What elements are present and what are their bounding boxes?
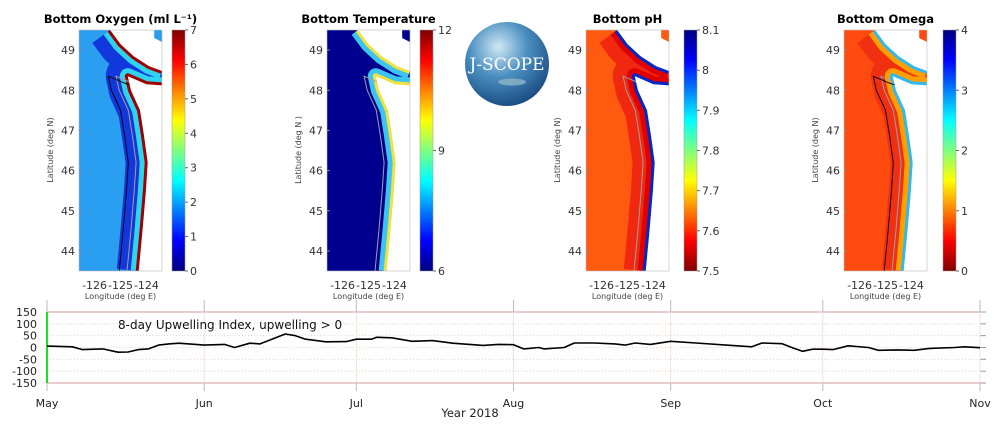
lat-tick-label: 44 xyxy=(61,245,75,258)
map-area xyxy=(327,30,410,271)
map-panel-1: Bottom Oxygen (ml L⁻¹)444546474849-126-1… xyxy=(44,12,197,301)
lon-tick-label: -124 xyxy=(641,279,666,292)
colorbar-tick-label: 0 xyxy=(190,265,197,278)
lat-tick-label: 44 xyxy=(568,245,582,258)
x-tick-label: Sep xyxy=(660,397,681,410)
colorbar-tick-label: 1 xyxy=(190,231,197,244)
lat-tick-label: 49 xyxy=(61,44,75,57)
lon-tick-label: -126 xyxy=(330,279,355,292)
colorbar-tick-label: 7.5 xyxy=(702,265,720,278)
map-xlabel: Longitude (deg E) xyxy=(85,292,156,301)
lat-tick-label: 44 xyxy=(309,245,323,258)
timeseries-title: 8-day Upwelling Index, upwelling > 0 xyxy=(118,318,342,332)
lat-tick-label: 47 xyxy=(309,124,323,137)
colorbar xyxy=(172,30,185,271)
map-title: Bottom Oxygen (ml L⁻¹) xyxy=(44,12,197,26)
lon-tick-label: -125 xyxy=(356,279,381,292)
colorbar xyxy=(684,30,697,271)
lon-tick-label: -125 xyxy=(873,279,898,292)
map-ylabel: Latitude (deg N) xyxy=(553,117,562,182)
colorbar xyxy=(420,30,433,271)
colorbar-tick-label: 7.8 xyxy=(702,145,720,158)
x-tick-label: May xyxy=(36,397,59,410)
lat-tick-label: 45 xyxy=(826,205,840,218)
colorbar-tick-label: 4 xyxy=(961,24,968,37)
x-tick-label: Jun xyxy=(195,397,213,410)
colorbar xyxy=(943,30,956,271)
colorbar-tick-label: 12 xyxy=(438,24,452,37)
lat-tick-label: 47 xyxy=(826,124,840,137)
lon-tick-label: -124 xyxy=(382,279,407,292)
map-ylabel: Latitude (deg N) xyxy=(811,117,820,182)
lat-tick-label: 49 xyxy=(826,44,840,57)
colorbar-tick-label: 3 xyxy=(190,162,197,175)
lat-tick-label: 45 xyxy=(61,205,75,218)
colorbar-tick-label: 2 xyxy=(961,145,968,158)
lon-tick-label: -126 xyxy=(589,279,614,292)
lat-tick-label: 49 xyxy=(568,44,582,57)
lat-tick-label: 47 xyxy=(568,124,582,137)
lat-tick-label: 46 xyxy=(568,165,582,178)
lon-tick-label: -126 xyxy=(847,279,872,292)
lon-tick-label: -125 xyxy=(108,279,133,292)
x-tick-label: Oct xyxy=(813,397,833,410)
y-tick-label: -150 xyxy=(12,377,37,390)
colorbar-tick-label: 8.1 xyxy=(702,24,720,37)
colorbar-tick-label: 7.9 xyxy=(702,104,720,117)
colorbar-tick-label: 1 xyxy=(961,205,968,218)
lat-tick-label: 48 xyxy=(826,84,840,97)
lon-tick-label: -126 xyxy=(82,279,107,292)
colorbar-tick-label: 8 xyxy=(702,64,709,77)
map-ylabel: Latitude (deg N) xyxy=(46,117,55,182)
map-panel-2: Bottom Temperature 44 45 46 47 48 49 -126-125-1… xyxy=(294,12,452,301)
map-title: Bottom Temperature xyxy=(301,12,435,26)
colorbar-tick-label: 3 xyxy=(961,84,968,97)
lat-tick-label: 46 xyxy=(61,165,75,178)
lat-tick-label: 48 xyxy=(568,84,582,97)
map-area xyxy=(79,30,162,271)
x-tick-label: Nov xyxy=(969,397,991,410)
jscope-logo: J-SCOPE xyxy=(465,22,549,106)
map-xlabel: Longitude (deg E) xyxy=(592,292,663,301)
lat-tick-label: 47 xyxy=(61,124,75,137)
lat-tick-label: 45 xyxy=(568,205,582,218)
map-title: Bottom Omega xyxy=(837,12,934,26)
map-area xyxy=(586,30,669,271)
fish-icon xyxy=(498,79,526,86)
colorbar-tick-label: 5 xyxy=(190,93,197,106)
timeseries-xlabel: Year 2018 xyxy=(440,406,498,420)
colorbar-tick-label: 7.6 xyxy=(702,225,720,238)
colorbar-tick-label: 4 xyxy=(190,127,197,140)
map-panel-4: Bottom Omega 44 45 46 47 48 49 -126-125-124Long… xyxy=(811,12,968,301)
lat-tick-label: 46 xyxy=(309,165,323,178)
colorbar-tick-label: 9 xyxy=(438,145,445,158)
x-tick-label: Aug xyxy=(503,397,524,410)
map-area xyxy=(844,30,927,271)
map-xlabel: Longitude (deg E) xyxy=(333,292,404,301)
map-title: Bottom pH xyxy=(593,12,662,26)
colorbar-tick-label: 7.7 xyxy=(702,185,720,198)
map-panel-3: Bottom pH 44 45 46 47 48 49 -126-125-124Longitu… xyxy=(553,12,720,301)
lat-tick-label: 48 xyxy=(61,84,75,97)
colorbar-tick-label: 6 xyxy=(190,58,197,71)
x-tick-label: Jul xyxy=(349,397,363,410)
map-xlabel: Longitude (deg E) xyxy=(850,292,921,301)
logo-text: J-SCOPE xyxy=(468,55,545,75)
lat-tick-label: 49 xyxy=(309,44,323,57)
colorbar-tick-label: 6 xyxy=(438,265,445,278)
colorbar-tick-label: 7 xyxy=(190,24,197,37)
lon-tick-label: -124 xyxy=(899,279,924,292)
map-ylabel: Latitude (deg N ) xyxy=(294,116,303,184)
colorbar-tick-label: 2 xyxy=(190,196,197,209)
colorbar-tick-label: 0 xyxy=(961,265,968,278)
lat-tick-label: 44 xyxy=(826,245,840,258)
lon-tick-label: -125 xyxy=(615,279,640,292)
lat-tick-label: 46 xyxy=(826,165,840,178)
lon-tick-label: -124 xyxy=(134,279,159,292)
lat-tick-label: 48 xyxy=(309,84,323,97)
lat-tick-label: 45 xyxy=(309,205,323,218)
